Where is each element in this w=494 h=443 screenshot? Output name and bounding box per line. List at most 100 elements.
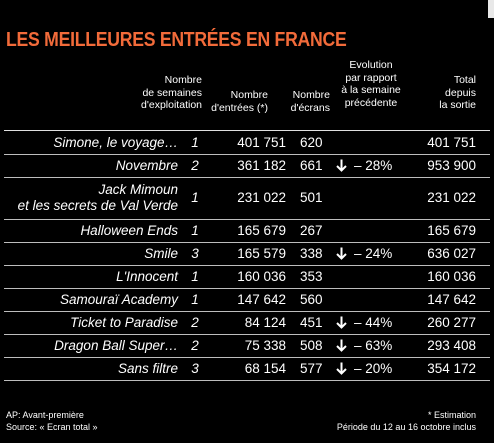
weeks-count: 3 [191, 245, 199, 261]
screens-count: 451 [300, 314, 323, 330]
film-title: Simone, le voyage… [53, 135, 178, 151]
film-title: Sans filtre [118, 361, 178, 377]
film-title: Halloween Ends [80, 223, 178, 239]
entries-count: 147 642 [237, 291, 286, 307]
row-divider [4, 154, 490, 155]
footer-note-source: Source: « Ecran total » [6, 421, 98, 432]
total-entries: 636 027 [427, 245, 476, 261]
header-screens-line: Nombre [292, 89, 330, 101]
arrow-down-icon [336, 362, 347, 375]
header-total: Total depuis la sortie [439, 74, 476, 112]
header-entries-line: Nombre [230, 89, 268, 101]
table-row: Sans filtre 3 68 154 577 354 172 – 20% [0, 357, 494, 380]
film-title: Novembre [116, 158, 178, 174]
header-weeks: Nombre de semaines d'exploitation [141, 74, 202, 112]
screens-count: 620 [300, 134, 323, 150]
screens-count: 577 [300, 360, 323, 376]
arrow-down-icon [336, 159, 347, 172]
screens-count: 338 [300, 245, 323, 261]
entries-count: 231 022 [237, 190, 286, 205]
page-title: LES MEILLEURES ENTRÉES EN FRANCE [6, 28, 347, 51]
row-divider [4, 130, 490, 131]
weeks-count: 2 [191, 157, 199, 173]
evolution-percent: – 28% [354, 157, 393, 173]
evolution-percent: – 44% [354, 314, 393, 330]
header-evolution: Evolution par rapport à la semaine précé… [336, 59, 406, 109]
screens-count: 560 [300, 291, 323, 307]
total-entries: 231 022 [427, 190, 476, 205]
film-title-line: Simone, le voyage… [53, 134, 178, 150]
header-evolution-line: Evolution [349, 59, 393, 71]
film-title-line: Samouraï Academy [59, 291, 178, 307]
total-entries: 953 900 [427, 157, 476, 173]
entries-count: 165 579 [237, 245, 286, 261]
screens-count: 508 [300, 337, 323, 353]
entries-count: 401 751 [237, 134, 286, 150]
film-title-line: L'Innocent [116, 268, 178, 284]
total-entries: 160 036 [427, 268, 476, 284]
film-title-line: et les secrets de Val Verde [17, 198, 178, 213]
row-divider [4, 380, 490, 381]
arrow-down-icon [336, 316, 347, 329]
arrow-down-icon [336, 247, 347, 260]
entries-count: 75 338 [244, 337, 286, 353]
header-weeks-line: d'exploitation [141, 99, 202, 111]
film-title-line: Jack Mimoun [98, 182, 178, 197]
evolution-percent: – 20% [354, 360, 393, 376]
weeks-count: 2 [191, 337, 199, 353]
table-row: Simone, le voyage… 1 401 751 620 401 751 [0, 131, 494, 154]
entries-count: 68 154 [244, 360, 286, 376]
row-divider [4, 242, 490, 243]
weeks-count: 1 [191, 291, 199, 307]
film-title-line: Sans filtre [117, 360, 178, 376]
header-entries: Nombre d'entrées (*) [211, 89, 268, 114]
header-screens: Nombre d'écrans [291, 89, 330, 114]
weeks-count: 2 [191, 314, 199, 330]
footer-note-estimation: * Estimation [427, 410, 476, 420]
entries-count: 84 124 [244, 314, 286, 330]
entries-count: 361 182 [237, 157, 286, 173]
header-total-line: depuis [445, 86, 476, 99]
weeks-count: 1 [191, 268, 199, 284]
row-divider [4, 311, 490, 312]
table-row: Halloween Ends 1 165 679 267 165 679 [0, 219, 494, 242]
film-title: Smile [144, 246, 178, 262]
header-total-line: Total [453, 74, 476, 86]
row-divider [4, 265, 490, 266]
weeks-count: 1 [191, 222, 199, 238]
weeks-count: 1 [191, 134, 199, 150]
footer-note-ap: AP: Avant-première [6, 410, 84, 420]
header-entries-line: d'entrées (*) [211, 101, 268, 114]
row-divider [4, 357, 490, 358]
total-entries: 401 751 [427, 134, 476, 150]
footer-period: * Estimation Période du 12 au 16 octobre… [337, 410, 476, 433]
header-weeks-line: de semaines [142, 86, 202, 99]
total-entries: 293 408 [427, 337, 476, 353]
table-row: Jack Mimoun et les secrets de Val Verde 1 2… [0, 177, 494, 219]
corner-marker [488, 0, 494, 18]
weeks-count: 1 [191, 190, 199, 205]
film-title-line: Halloween Ends [80, 222, 178, 238]
header-weeks-line: Nombre [164, 74, 202, 86]
footer-note-period: Période du 12 au 16 octobre inclus [336, 421, 476, 432]
total-entries: 354 172 [427, 360, 476, 376]
arrow-down-icon [336, 339, 347, 352]
screens-count: 501 [300, 190, 323, 205]
film-title: Ticket to Paradise [70, 315, 178, 331]
film-title: Samouraï Academy [60, 292, 178, 308]
total-entries: 260 277 [427, 314, 476, 330]
screens-count: 353 [300, 268, 323, 284]
header-evolution-line: par rapport [345, 71, 397, 84]
screens-count: 267 [300, 222, 323, 238]
table-row: Ticket to Paradise 2 84 124 451 260 277 – 44% [0, 311, 494, 334]
film-title-line: Dragon Ball Super… [54, 337, 178, 353]
film-title-line: Smile [144, 245, 178, 261]
film-title-line: Ticket to Paradise [70, 314, 178, 330]
total-entries: 147 642 [427, 291, 476, 307]
evolution-percent: – 24% [354, 245, 393, 261]
row-divider [4, 334, 490, 335]
row-divider [4, 219, 490, 220]
film-title: Dragon Ball Super… [54, 338, 178, 354]
screens-count: 661 [300, 157, 323, 173]
